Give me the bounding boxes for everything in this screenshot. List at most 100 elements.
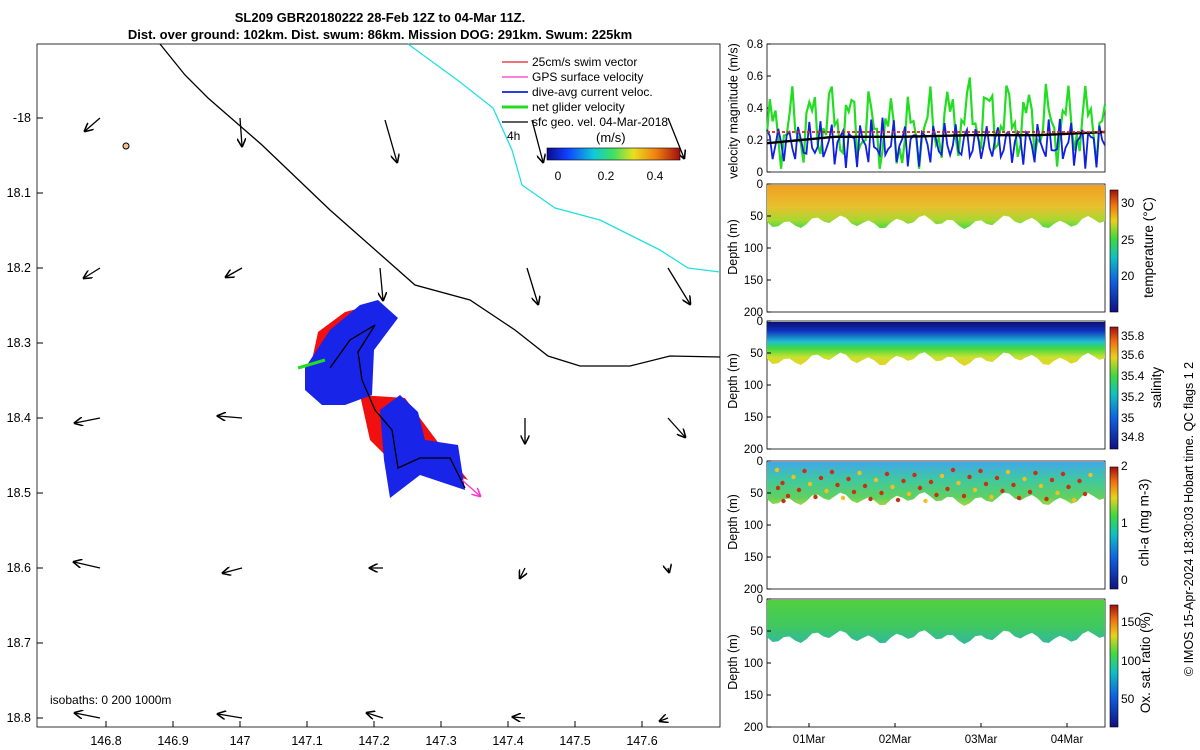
net-velocity-arrow [297, 358, 326, 370]
geo-velocity-arrows [74, 117, 690, 721]
salinity-colorbar-tick: 35 [1121, 411, 1135, 425]
date-tick-label: 02Mar [879, 734, 912, 746]
chla-point [1055, 490, 1060, 496]
geo-velocity-arrow [367, 713, 384, 718]
geo-velocity-arrow [84, 267, 101, 278]
oxygen-colorbar [1109, 604, 1119, 728]
legend-label-geo: sfc geo. vel. 04-Mar-2018 [532, 115, 668, 129]
map-plot: 25cm/s swim vector GPS surface velocity … [7, 43, 721, 748]
chla-point [1027, 489, 1033, 495]
map-ytick-label: 18.2 [7, 261, 31, 275]
track-line [329, 324, 466, 489]
velocity-series-0 [765, 77, 1107, 169]
chla-point [1044, 496, 1049, 502]
chla-point [895, 497, 901, 503]
chla-point [796, 487, 802, 493]
chla-point [1016, 495, 1022, 501]
map-ytick-label: 18.4 [7, 411, 31, 425]
map-ytick-label: 18.7 [7, 636, 31, 650]
chla-point [824, 488, 829, 494]
geo-velocity-arrow [667, 267, 690, 304]
chla-point [1066, 484, 1071, 490]
chla-point [961, 493, 967, 499]
chla-point [945, 486, 950, 492]
velocity-series-2 [766, 130, 1106, 145]
chla-point [1077, 478, 1082, 484]
date-tick-label: 03Mar [965, 734, 998, 746]
colorbar-unit: (m/s) [596, 130, 626, 145]
salinity-axes [766, 320, 1106, 450]
chla-point [846, 476, 851, 482]
chla-point [901, 478, 906, 484]
chla-point [928, 479, 934, 485]
oxygen-colorbar-tick: 50 [1121, 692, 1135, 706]
chla-point [813, 494, 818, 500]
geo-velocity-arrow [667, 417, 685, 437]
chla-point [840, 495, 846, 501]
legend-label-gps: GPS surface velocity [532, 70, 643, 84]
geo-velocity-arrow [667, 117, 684, 158]
salinity-colorbar-tick: 34.8 [1121, 430, 1145, 444]
legend-label-net: net glider velocity [532, 100, 625, 114]
chla-point [972, 487, 978, 493]
chla-point [884, 471, 890, 477]
title-line-2: Dist. over ground: 102km. Dist. swum: 86… [127, 27, 633, 42]
gps-surface-arrow [461, 479, 480, 496]
map-xtick-label: 147.3 [425, 734, 456, 748]
chla-depth-label: Depth (m) [725, 494, 740, 550]
speed-colorbar [546, 147, 681, 161]
sal-depth-label: Depth (m) [725, 353, 740, 409]
chla-point [1060, 471, 1066, 477]
chla-point [939, 473, 945, 479]
geo-velocity-arrow [218, 416, 243, 418]
chla-colorbar-tick: 1 [1121, 516, 1128, 530]
chla-point [978, 468, 983, 474]
temperature-axes [766, 183, 1106, 313]
chla-point [829, 469, 835, 475]
geo-velocity-arrow [240, 117, 242, 146]
oxygen-axes [766, 598, 1106, 728]
geo-velocity-arrow [223, 568, 243, 573]
legend-label-swim: 25cm/s swim vector [532, 55, 637, 69]
chla-point [785, 493, 791, 499]
map-xtick-label: 147 [230, 734, 251, 748]
chla-point [807, 481, 813, 487]
temperature-colorbar-tick: 30 [1121, 196, 1135, 210]
geo-velocity-arrow [380, 267, 383, 300]
salinity-profile [767, 322, 1105, 366]
chla-colorbar-tick: 0 [1121, 573, 1128, 587]
geo-velocity-arrow [75, 713, 101, 718]
temp-depth-label: Depth (m) [725, 219, 740, 275]
chla-point [1049, 477, 1055, 483]
geo-velocity-arrow [520, 567, 525, 578]
chla-point [1011, 482, 1016, 488]
chla-point [1088, 472, 1093, 478]
glider-track [297, 300, 480, 498]
velocity-series-1 [766, 117, 1106, 169]
footer-credit: © IMOS 15-Apr-2024 18:30:03 Hobart time.… [1182, 361, 1197, 677]
chla-point [967, 474, 972, 480]
salinity-colorbar-tick: 35.4 [1121, 369, 1145, 383]
temperature-colorbar [1109, 189, 1119, 313]
waypoint-marker [122, 142, 130, 150]
map-xtick-label: 147.2 [358, 734, 389, 748]
geo-velocity-arrow [85, 117, 101, 131]
chla-colorbar-tick: 2 [1121, 459, 1128, 473]
ox-colorbar-label: Ox. sat. ratio (%) [1138, 611, 1154, 714]
geo-velocity-arrow [531, 119, 543, 162]
map-xtick-label: 146.8 [90, 734, 121, 748]
map-xtick-label: 147.6 [626, 734, 657, 748]
map-ytick-label: 18.6 [7, 561, 31, 575]
geo-velocity-arrow [75, 418, 101, 423]
legend-label-current: dive-avg current veloc. [532, 85, 653, 99]
ox-depth-label: Depth (m) [725, 634, 740, 690]
chla-point [835, 482, 840, 488]
velocity-axes [766, 43, 1106, 173]
geo-velocity-arrow [513, 717, 526, 718]
oxygen-profile [767, 600, 1105, 644]
chla-colorbar [1109, 466, 1119, 590]
map-xtick-label: 146.9 [157, 734, 188, 748]
chla-point [780, 480, 785, 486]
current-polygon-2 [380, 395, 465, 498]
chla-point [1071, 497, 1077, 503]
